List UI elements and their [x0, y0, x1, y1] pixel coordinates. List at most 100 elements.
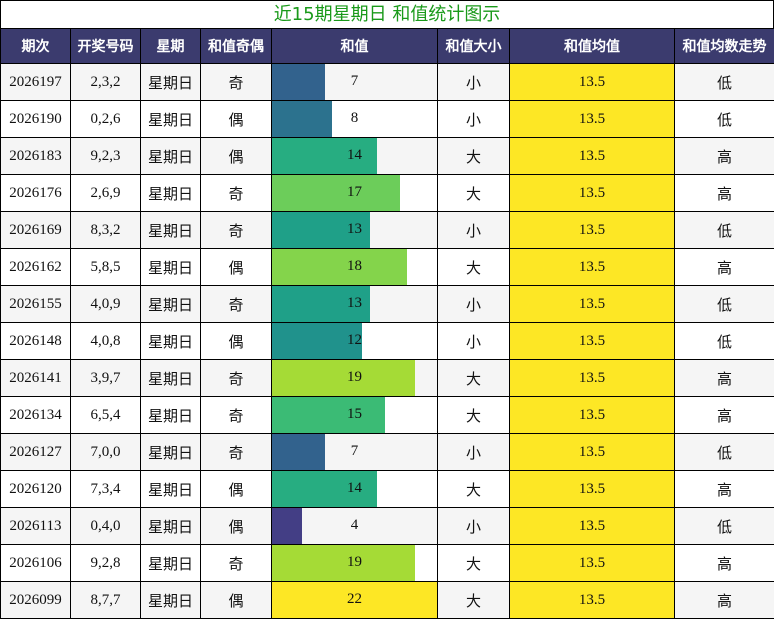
period-cell: 2026169	[0, 211, 71, 249]
numbers-cell: 7,0,0	[70, 433, 141, 471]
header-size: 和值大小	[437, 28, 510, 64]
sum-cell: 7	[271, 63, 438, 101]
trend-cell: 低	[674, 507, 774, 545]
average-cell: 13.5	[509, 322, 675, 360]
size-cell: 小	[437, 211, 510, 249]
stats-table: 期次 开奖号码 星期 和值奇偶 和值 和值大小 和值均值 和值均数走势 2026…	[0, 28, 774, 619]
sum-bar	[272, 64, 325, 100]
trend-cell: 低	[674, 285, 774, 323]
average-cell: 13.5	[509, 63, 675, 101]
size-cell: 大	[437, 248, 510, 286]
period-cell: 2026134	[0, 396, 71, 434]
numbers-cell: 7,3,4	[70, 470, 141, 508]
sum-cell: 7	[271, 433, 438, 471]
size-cell: 大	[437, 174, 510, 212]
numbers-cell: 5,8,5	[70, 248, 141, 286]
size-cell: 小	[437, 100, 510, 138]
trend-cell: 高	[674, 248, 774, 286]
weekday-cell: 星期日	[140, 174, 201, 212]
trend-cell: 高	[674, 396, 774, 434]
average-cell: 13.5	[509, 174, 675, 212]
sum-value: 19	[347, 553, 362, 570]
size-cell: 大	[437, 581, 510, 619]
trend-cell: 高	[674, 137, 774, 175]
table-row: 2026099 8,7,7 星期日偶 22 大 13.5 高	[0, 581, 774, 619]
size-cell: 大	[437, 396, 510, 434]
sum-value: 13	[347, 294, 362, 311]
parity-cell: 奇	[200, 211, 272, 249]
table-row: 2026155 4,0,9 星期日奇 13 小 13.5 低	[0, 285, 774, 323]
parity-cell: 奇	[200, 433, 272, 471]
sum-cell: 8	[271, 100, 438, 138]
weekday-cell: 星期日	[140, 285, 201, 323]
numbers-cell: 2,6,9	[70, 174, 141, 212]
average-cell: 13.5	[509, 581, 675, 619]
period-cell: 2026106	[0, 544, 71, 582]
sum-value: 13	[347, 220, 362, 237]
period-cell: 2026113	[0, 507, 71, 545]
parity-cell: 偶	[200, 470, 272, 508]
period-cell: 2026183	[0, 137, 71, 175]
header-trend: 和值均数走势	[674, 28, 774, 64]
table-row: 2026106 9,2,8 星期日奇 19 大 13.5 高	[0, 544, 774, 582]
weekday-cell: 星期日	[140, 137, 201, 175]
parity-cell: 偶	[200, 507, 272, 545]
sum-value: 7	[350, 442, 359, 459]
average-cell: 13.5	[509, 100, 675, 138]
table-row: 2026183 9,2,3 星期日偶 14 大 13.5 高	[0, 137, 774, 175]
trend-cell: 低	[674, 211, 774, 249]
weekday-cell: 星期日	[140, 211, 201, 249]
sum-cell: 14	[271, 470, 438, 508]
numbers-cell: 8,7,7	[70, 581, 141, 619]
period-cell: 2026176	[0, 174, 71, 212]
size-cell: 小	[437, 433, 510, 471]
sum-value: 17	[347, 183, 362, 200]
average-cell: 13.5	[509, 285, 675, 323]
sum-cell: 19	[271, 544, 438, 582]
numbers-cell: 4,0,9	[70, 285, 141, 323]
sum-bar	[272, 434, 325, 470]
weekday-cell: 星期日	[140, 581, 201, 619]
period-cell: 2026190	[0, 100, 71, 138]
sum-value: 18	[347, 257, 362, 274]
table-row: 2026169 8,3,2 星期日奇 13 小 13.5 低	[0, 211, 774, 249]
weekday-cell: 星期日	[140, 248, 201, 286]
sum-cell: 19	[271, 359, 438, 397]
weekday-cell: 星期日	[140, 396, 201, 434]
weekday-cell: 星期日	[140, 322, 201, 360]
page-title: 近15期星期日 和值统计图示	[0, 0, 774, 29]
sum-cell: 18	[271, 248, 438, 286]
sum-cell: 13	[271, 285, 438, 323]
size-cell: 小	[437, 63, 510, 101]
sum-value: 8	[350, 109, 359, 126]
numbers-cell: 3,9,7	[70, 359, 141, 397]
parity-cell: 奇	[200, 63, 272, 101]
weekday-cell: 星期日	[140, 63, 201, 101]
period-cell: 2026127	[0, 433, 71, 471]
trend-cell: 高	[674, 470, 774, 508]
sum-bar	[272, 582, 437, 618]
period-cell: 2026155	[0, 285, 71, 323]
numbers-cell: 4,0,8	[70, 322, 141, 360]
parity-cell: 奇	[200, 544, 272, 582]
parity-cell: 偶	[200, 100, 272, 138]
sum-cell: 14	[271, 137, 438, 175]
average-cell: 13.5	[509, 507, 675, 545]
numbers-cell: 8,3,2	[70, 211, 141, 249]
numbers-cell: 9,2,3	[70, 137, 141, 175]
table-row: 2026141 3,9,7 星期日奇 19 大 13.5 高	[0, 359, 774, 397]
period-cell: 2026197	[0, 63, 71, 101]
header-numbers: 开奖号码	[70, 28, 141, 64]
table-row: 2026190 0,2,6 星期日偶 8 小 13.5 低	[0, 100, 774, 138]
parity-cell: 偶	[200, 137, 272, 175]
header-period: 期次	[0, 28, 71, 64]
sum-bar	[272, 323, 362, 359]
parity-cell: 偶	[200, 322, 272, 360]
table-row: 2026148 4,0,8 星期日偶 12 小 13.5 低	[0, 322, 774, 360]
average-cell: 13.5	[509, 211, 675, 249]
numbers-cell: 2,3,2	[70, 63, 141, 101]
sum-bar	[272, 471, 377, 507]
table-row: 2026134 6,5,4 星期日奇 15 大 13.5 高	[0, 396, 774, 434]
size-cell: 大	[437, 137, 510, 175]
